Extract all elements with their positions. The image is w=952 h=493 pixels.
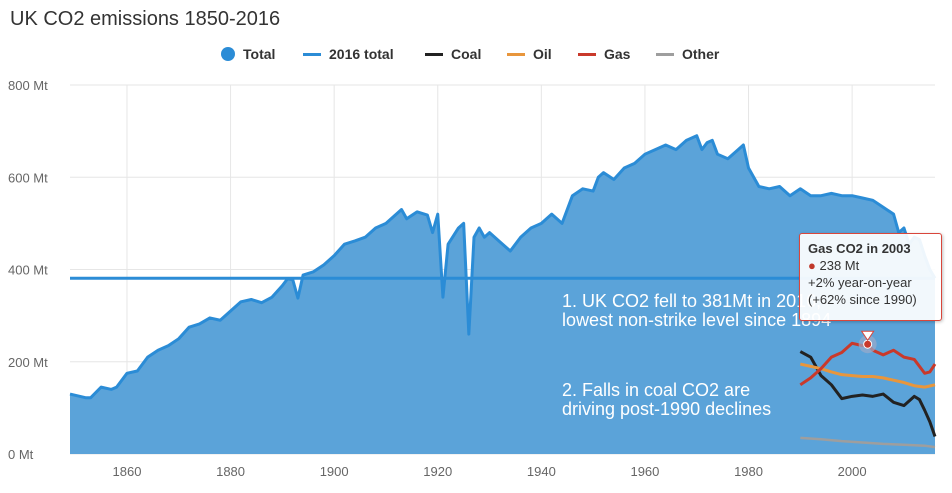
series-line-coal [799,350,937,437]
tooltip-yoy: +2% year-on-year [808,275,912,290]
legend-item-gas[interactable]: Gas [578,44,630,64]
y-tick-label: 200 Mt [8,355,48,370]
legend-item-oil[interactable]: Oil [507,44,552,64]
x-tick-label: 1860 [113,464,142,479]
legend-label-2016-total: 2016 total [329,46,394,62]
x-tick-label: 1960 [630,464,659,479]
tooltip-value: 238 Mt [819,258,860,273]
legend-dot-icon [221,47,235,61]
tooltip-pointer [860,330,875,342]
hover-point [863,339,873,349]
series-line-other [800,436,936,449]
y-tick-label: 0 Mt [8,447,34,462]
y-tick-label: 800 Mt [8,78,48,93]
x-tick-label: 1880 [216,464,245,479]
y-tick-label: 600 Mt [8,170,48,185]
tooltip: Gas CO2 in 2003 ● 238 Mt +2% year-on-yea… [799,233,942,321]
legend-line-icon [656,52,674,56]
legend-label-total: Total [243,46,276,62]
legend-line-icon [507,52,525,56]
legend-label-coal: Coal [451,46,482,62]
annotation-2-line2: driving post-1990 declines [562,399,771,419]
legend-line-icon [303,52,321,56]
series-line-oil [800,362,936,389]
x-tick-label: 1980 [734,464,763,479]
x-tick-label: 1920 [423,464,452,479]
annotation-2-line1: 2. Falls in coal CO2 are [562,380,750,400]
tooltip-title: Gas CO2 in 2003 [808,241,911,256]
tooltip-dot-icon: ● [808,258,816,273]
tooltip-since-1990: (+62% since 1990) [808,292,917,307]
x-tick-label: 1900 [320,464,349,479]
y-tick-label: 400 Mt [8,263,48,278]
legend-line-icon [425,52,443,56]
legend-item-total[interactable]: Total [221,44,275,64]
annotation-1-line2: lowest non-strike level since 1894 [562,310,831,330]
legend-item-coal[interactable]: Coal [425,44,481,64]
legend-line-icon [578,52,596,56]
chart-title: UK CO2 emissions 1850-2016 [10,8,281,30]
legend-label-gas: Gas [604,46,631,62]
legend-label-other: Other [682,46,720,62]
legend: Total 2016 total Coal Oil Gas Other [0,44,952,64]
series-line-total [69,134,937,400]
tooltip-value-row: ● 238 Mt [808,257,933,274]
legend-label-oil: Oil [533,46,552,62]
x-tick-label: 1940 [527,464,556,479]
annotation-1-line1: 1. UK CO2 fell to 381Mt in 2016, [562,291,821,311]
legend-item-other[interactable]: Other [656,44,719,64]
total-area [70,135,935,455]
x-tick-label: 2000 [838,464,867,479]
legend-item-2016-total[interactable]: 2016 total [303,44,394,64]
